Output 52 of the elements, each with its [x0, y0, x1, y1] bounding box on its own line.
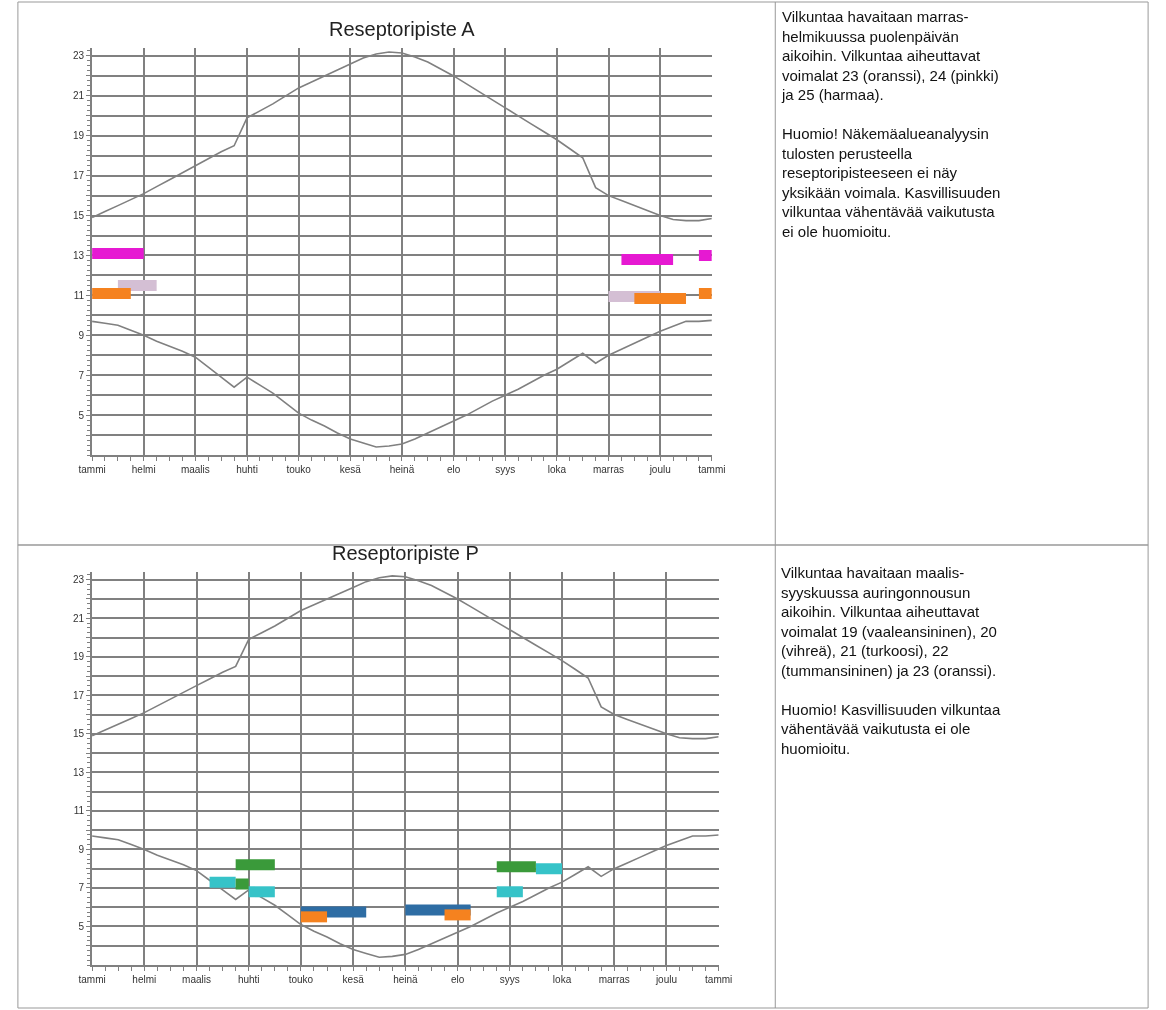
y-tick-label: 21 [72, 90, 85, 102]
y-tick-label: 5 [78, 409, 85, 421]
x-tick-label: loka [552, 974, 572, 985]
text: Huomio! Näkemäalueanalyysin tulosten perusteella reseptoripisteeseen ei näy yksikään voimala. Kasvillisuuden vilkuntaa vähentävää vaikutusta ei ole huomioitu. [782, 125, 1001, 240]
y-tick-label: 11 [73, 805, 85, 817]
x-tick-label: tammi [698, 464, 726, 475]
x-tick-label: huhti [237, 974, 260, 985]
y-tick-label: 15 [72, 210, 85, 222]
x-tick-label: syys [495, 464, 516, 475]
x-tick-label: helmi [131, 464, 156, 475]
x-tick-label: tammi [78, 974, 106, 985]
x-tick-label: touko [288, 974, 314, 985]
y-tick-label: 23 [72, 574, 85, 586]
text: Vilkuntaa havaitaan marras- helmikuussa puolenpäivän aikoihin. Vilkuntaa aiheuttavat voimalat 23 (oranssi), 24 (pinkki) ja 25 (harmaa). [781, 8, 999, 103]
y-tick-label: 7 [78, 369, 85, 381]
x-tick-label: tammi [705, 974, 733, 985]
x-tick-label: touko [286, 464, 312, 475]
x-tick-label: loka [547, 464, 567, 475]
x-tick-label: maalis [180, 464, 210, 475]
x-tick-label: elo [446, 464, 461, 475]
y-tick-label: 15 [72, 728, 85, 740]
y-tick-label: 5 [78, 920, 85, 932]
x-tick-label: kesä [342, 974, 365, 985]
y-tick-label: 23 [72, 50, 85, 62]
text: Vilkuntaa havaitaan maalis- syyskuussa auringonnousun aikoihin. Vilkuntaa aiheuttavat voimalat 19 (vaaleansininen), 20 (vihreä), 21 (turkoosi), 22 (tummansininen) ja 23 (oranssi). [781, 564, 997, 679]
y-tick-label: 13 [72, 766, 85, 778]
x-tick-label: elo [450, 974, 465, 985]
x-tick-label: joulu [648, 464, 671, 475]
chart-title: Reseptoripiste P [332, 542, 479, 564]
y-tick-label: 9 [78, 329, 85, 341]
chart-title: Reseptoripiste A [329, 18, 476, 40]
y-tick-label: 19 [72, 651, 85, 663]
x-tick-label: syys [499, 974, 520, 985]
x-tick-label: heinä [389, 464, 415, 475]
x-tick-label: maalis [182, 974, 211, 985]
y-tick-label: 17 [72, 170, 85, 182]
x-tick-label: huhti [236, 464, 258, 475]
y-tick-label: 21 [72, 612, 85, 624]
x-tick-label: marras [598, 974, 630, 985]
x-tick-label: tammi [78, 464, 106, 475]
x-tick-label: joulu [654, 974, 678, 985]
y-tick-label: 19 [72, 130, 85, 142]
y-tick-label: 9 [78, 843, 85, 855]
text: Huomio! Kasvillisuuden vilkuntaa vähentävää vaikutusta ei ole huomioitu. [781, 700, 1001, 757]
y-tick-label: 13 [72, 249, 85, 261]
x-tick-label: heinä [393, 974, 419, 985]
y-tick-label: 7 [78, 882, 85, 894]
x-tick-label: marras [592, 464, 625, 475]
x-tick-label: helmi [132, 974, 157, 985]
x-tick-label: kesä [339, 464, 362, 475]
y-tick-label: 11 [73, 289, 85, 301]
y-tick-label: 17 [72, 689, 85, 701]
